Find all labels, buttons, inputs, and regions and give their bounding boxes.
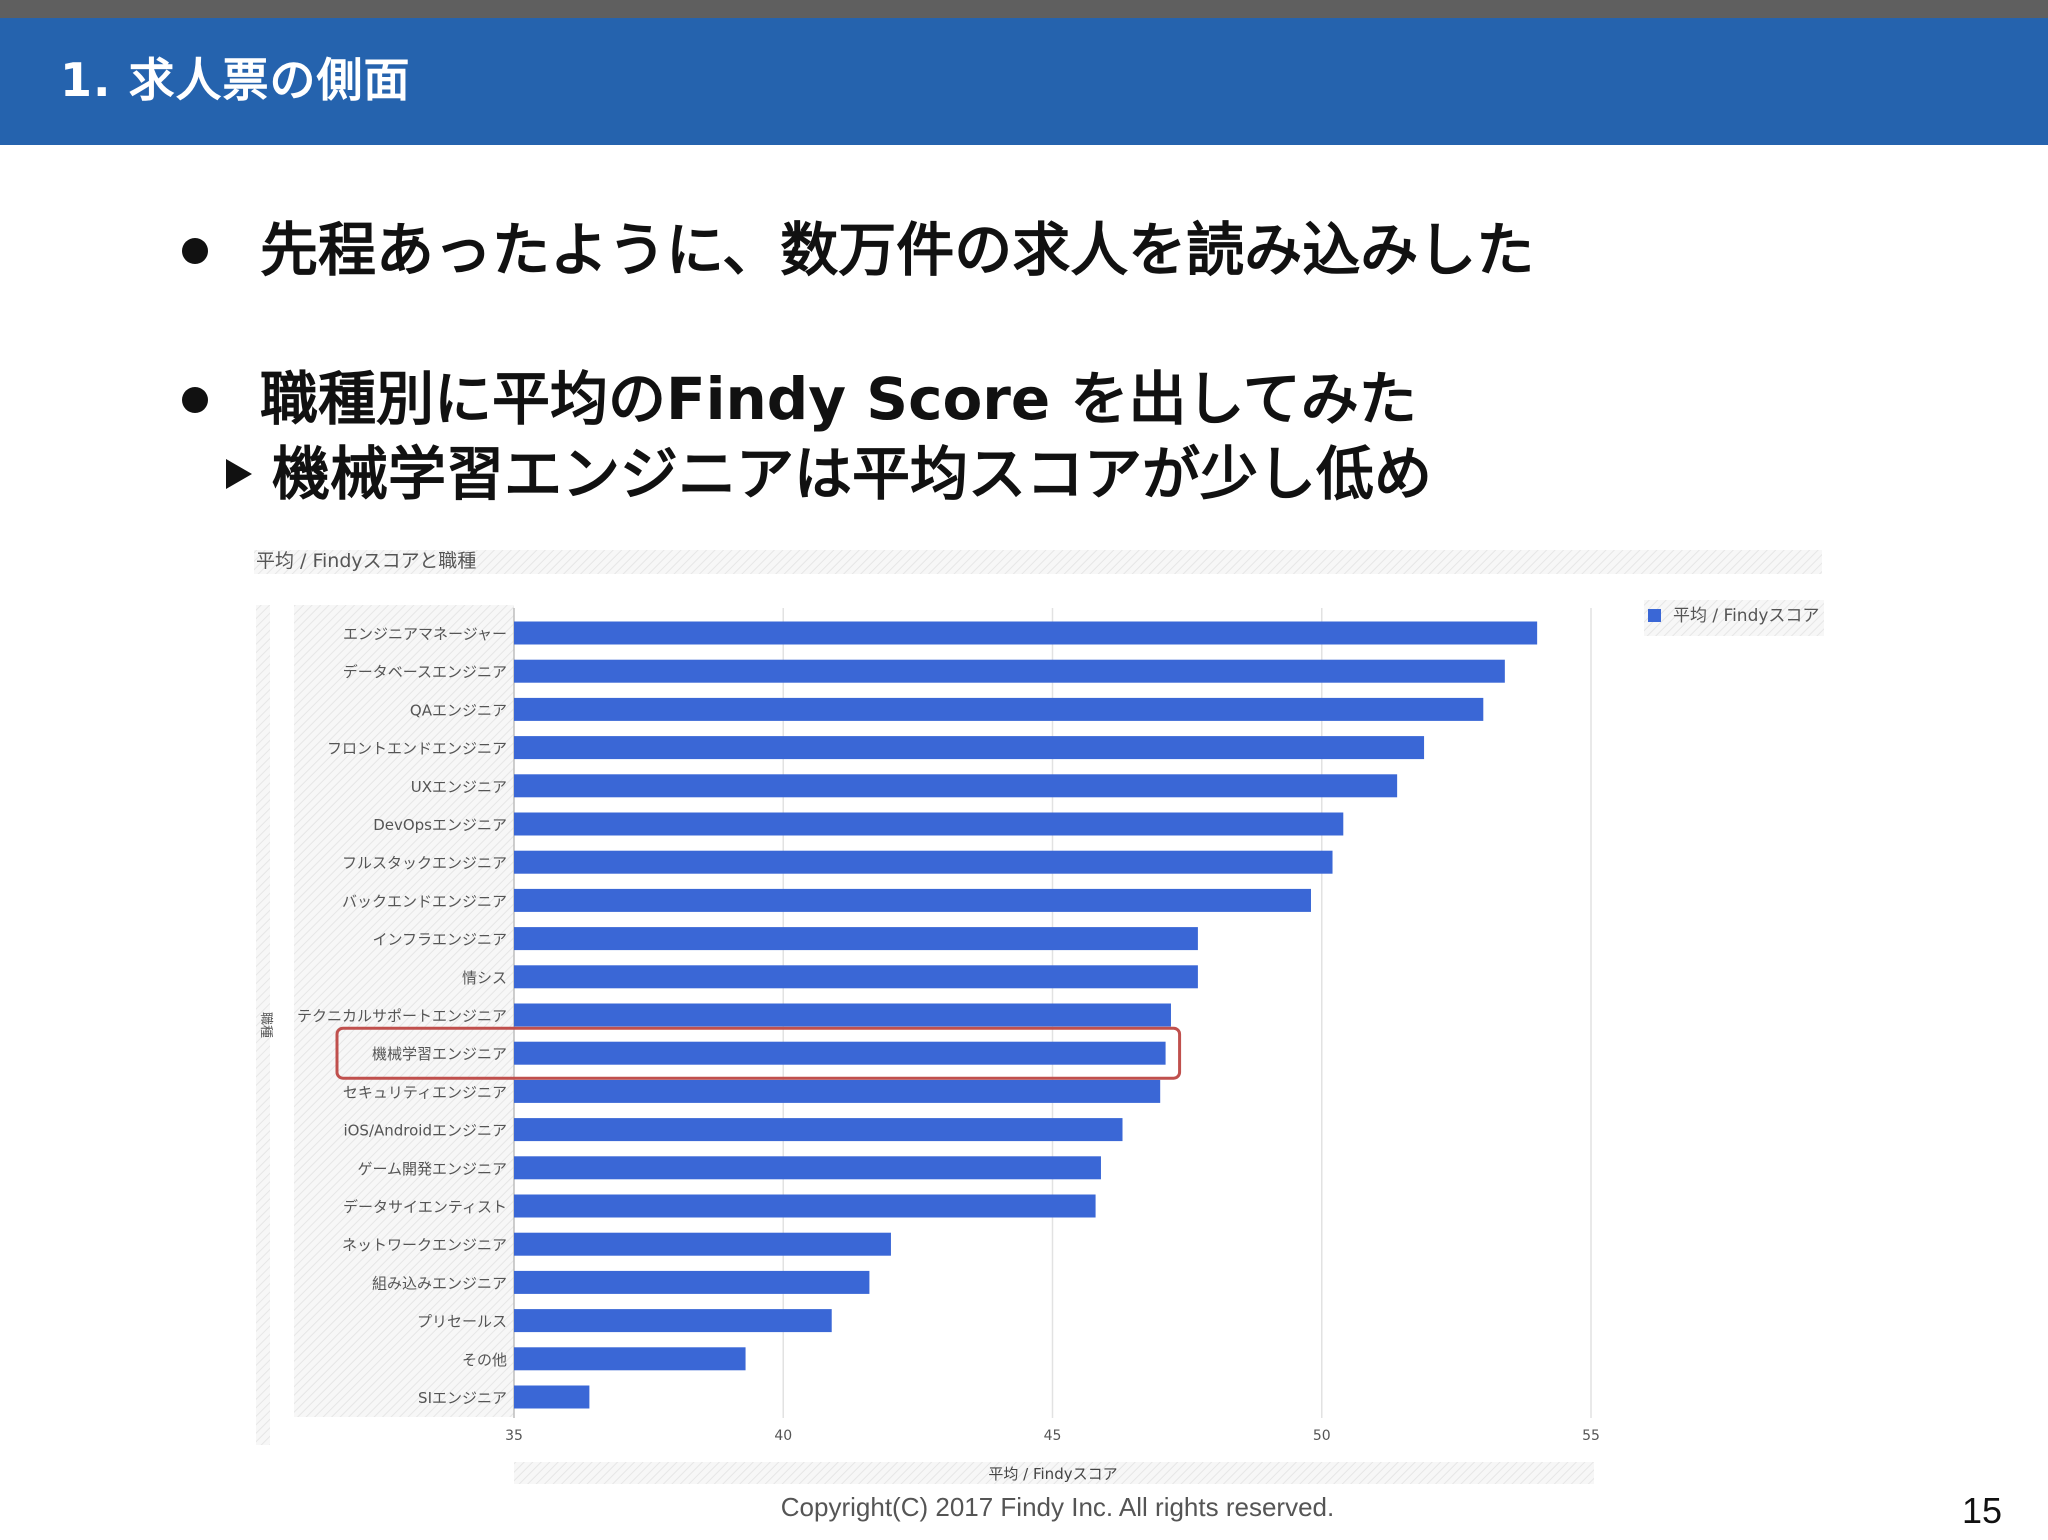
- bar: [514, 1194, 1096, 1218]
- x-tick-label: 45: [1044, 1428, 1062, 1444]
- bullet-1-text: 先程あったように、数万件の求人を読み込みした: [260, 216, 1535, 284]
- bar: [514, 1003, 1171, 1027]
- bar: [514, 1156, 1101, 1180]
- legend-label: 平均 / Findyスコア: [1673, 606, 1819, 626]
- bullet-dot-icon: [182, 387, 208, 413]
- header-bar: 1. 求人票の側面: [0, 18, 2048, 145]
- y-tick-label: データベースエンジニア: [343, 663, 507, 681]
- bar: [514, 697, 1484, 721]
- y-tick-label: データサイエンティスト: [343, 1198, 507, 1216]
- bullet-dot-icon: [182, 238, 208, 264]
- bar: [514, 1347, 746, 1371]
- bar: [514, 1270, 870, 1294]
- x-tick-label: 40: [774, 1428, 792, 1444]
- triangle-right-icon: [226, 459, 252, 489]
- sub-bullet-text: 機械学習エンジニアは平均スコアが少し低め: [272, 440, 1433, 508]
- x-axis-title-band: [514, 1462, 1594, 1484]
- copyright: Copyright(C) 2017 Findy Inc. All rights …: [780, 1492, 1335, 1522]
- y-tick-label: 機械学習エンジニア: [372, 1045, 507, 1063]
- y-tick-label: 組み込みエンジニア: [372, 1274, 507, 1292]
- x-axis-title: 平均 / Findyスコア: [988, 1465, 1117, 1483]
- bar: [514, 621, 1538, 645]
- chart-title: 平均 / Findyスコアと職種: [256, 550, 476, 572]
- legend-swatch: [1648, 609, 1661, 622]
- y-tick-label: UXエンジニア: [411, 778, 507, 796]
- page-number: 15: [1962, 1490, 2003, 1531]
- bar: [514, 927, 1198, 951]
- y-tick-label: ゲーム開発エンジニア: [357, 1160, 507, 1178]
- bar: [514, 850, 1333, 874]
- x-tick-label: 55: [1582, 1428, 1600, 1444]
- bullet-2-text: 職種別に平均のFindy Score を出してみた: [260, 365, 1417, 433]
- bar: [514, 812, 1344, 836]
- chart-title-band: [254, 550, 1822, 574]
- highlight-box: [335, 1026, 1182, 1080]
- bar: [514, 1232, 891, 1256]
- y-tick-label: インフラエンジニア: [372, 931, 507, 949]
- x-tick-label: 35: [505, 1428, 523, 1444]
- y-tick-label: DevOpsエンジニア: [373, 816, 507, 834]
- y-tick-label: プリセールス: [417, 1313, 507, 1331]
- bar: [514, 888, 1311, 912]
- y-tick-label: セキュリティエンジニア: [343, 1083, 507, 1101]
- y-tick-label: フルスタックエンジニア: [342, 854, 507, 872]
- y-tick-label: バックエンドエンジニア: [342, 892, 507, 910]
- y-tick-label: iOS/Androidエンジニア: [343, 1122, 507, 1140]
- y-tick-label: エンジニアマネージャー: [343, 625, 507, 643]
- bar: [514, 1041, 1166, 1065]
- y-tick-label: テクニカルサポートエンジニア: [297, 1007, 507, 1025]
- y-tick-label: ネットワークエンジニア: [342, 1236, 507, 1254]
- y-tick-label: SIエンジニア: [418, 1389, 507, 1407]
- y-axis-title-band: [256, 605, 270, 1445]
- bar: [514, 1309, 832, 1333]
- y-tick-label: その他: [462, 1351, 507, 1369]
- y-axis-title: 職種: [258, 1012, 274, 1038]
- bar: [514, 965, 1198, 989]
- y-tick-label: QAエンジニア: [410, 701, 507, 719]
- bar: [514, 659, 1505, 683]
- y-tick-label: フロントエンドエンジニア: [327, 740, 507, 758]
- y-tick-label: 情シス: [462, 969, 507, 987]
- slide-title: 1. 求人票の側面: [60, 53, 411, 107]
- y-labels-band: [294, 605, 514, 1417]
- legend-band: [1644, 600, 1824, 636]
- bar: [514, 1118, 1123, 1142]
- bar: [514, 736, 1425, 760]
- top-strip: [0, 0, 2048, 18]
- bar: [514, 1385, 590, 1409]
- x-tick-label: 50: [1313, 1428, 1331, 1444]
- bar: [514, 1079, 1161, 1103]
- bar: [514, 774, 1398, 798]
